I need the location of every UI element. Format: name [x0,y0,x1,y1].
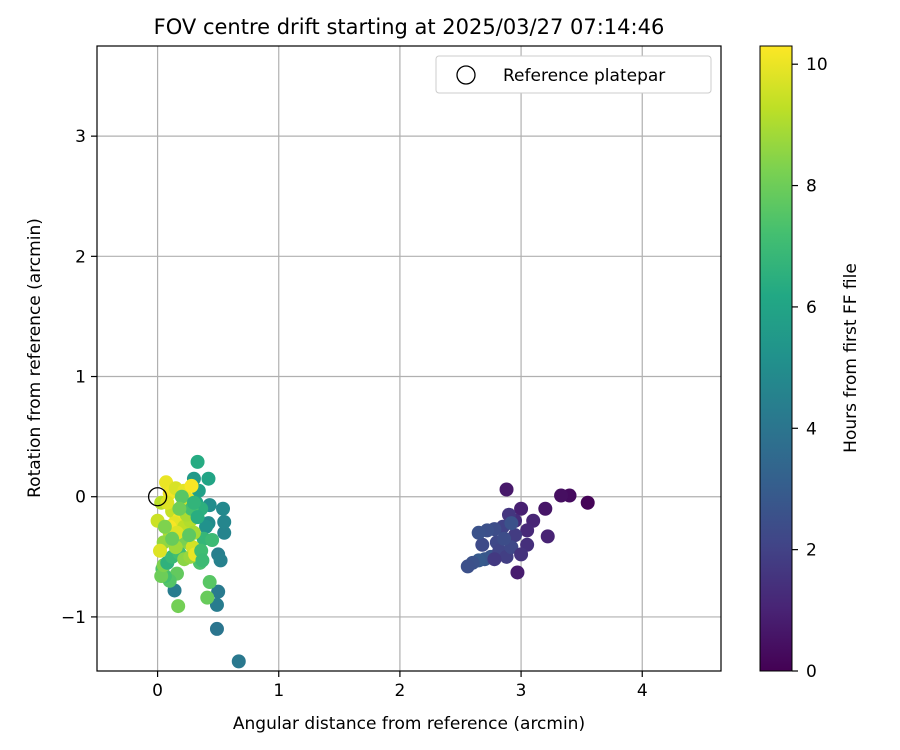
scatter-point [514,547,529,562]
colorbar-gradient [759,45,793,672]
colorbar-tick-label: 2 [806,541,817,561]
scatter-point [165,531,180,546]
x-tick-label: 4 [637,681,648,701]
legend-box [435,55,712,94]
legend-label: Reference platepar [503,66,665,86]
y-tick-label: 1 [75,368,86,388]
scatter-point [171,599,186,614]
scatter-point [205,532,220,547]
scatter-point [231,654,246,669]
scatter-point [460,559,475,574]
scatter-points [150,454,595,669]
plot-frame [96,45,722,672]
scatter-point [182,528,197,543]
scatter-point [209,621,224,636]
scatter-point [487,552,502,567]
scatter-point [160,495,175,510]
grid-lines [97,46,721,671]
scatter-point [510,565,525,580]
scatter-point [216,501,231,516]
x-tick-label: 1 [273,681,284,701]
scatter-point [201,471,216,486]
scatter-point [200,590,215,605]
scatter-point [172,501,187,516]
colorbar-label: Hours from first FF file [841,263,861,453]
colorbar-tick-label: 8 [806,177,817,197]
y-axis-ticks: −1 0 1 2 3 [61,127,97,628]
colorbar: 0 2 4 6 8 10 Hours from first FF file [759,45,861,682]
colorbar-tick-label: 0 [806,662,817,682]
scatter-point [213,553,228,568]
scatter-point [540,529,555,544]
scatter-point [209,597,224,612]
scatter-point [199,519,214,534]
scatter-point [554,488,569,503]
scatter-point [217,514,232,529]
scatter-point [195,553,210,568]
chart-title: FOV centre drift starting at 2025/03/27 … [154,15,665,39]
scatter-point [538,501,553,516]
scatter-point [475,537,490,552]
scatter-point [504,516,519,531]
scatter-point [508,528,523,543]
x-tick-label: 0 [152,681,163,701]
colorbar-tick-label: 6 [806,298,817,318]
scatter-point [499,482,514,497]
scatter-point [154,569,169,584]
scatter-point [580,495,595,510]
colorbar-ticks: 0 2 4 6 8 10 [792,55,828,682]
y-tick-label: 2 [75,247,86,267]
scatter-point [153,543,168,558]
x-axis-label: Angular distance from reference (arcmin) [233,714,585,734]
scatter-point [217,525,232,540]
y-tick-label: 0 [75,488,86,508]
scatter-point [514,501,529,516]
scatter-point [184,478,199,493]
scatter-point [202,575,217,590]
reference-marker-layer [147,487,168,507]
scatter-point [211,584,226,599]
colorbar-tick-label: 4 [806,419,817,439]
scatter-point [157,519,172,534]
legend: Reference platepar [435,55,712,94]
y-axis-label: Rotation from reference (arcmin) [25,218,45,498]
scatter-point [186,495,201,510]
legend-marker-open-circle [456,65,476,85]
scatter-point [190,454,205,469]
x-tick-label: 2 [394,681,405,701]
colorbar-tick-label: 10 [806,55,828,75]
scatter-point [497,531,512,546]
scatter-point [471,525,486,540]
scatter-point [520,523,535,538]
reference-platepar-marker [147,487,168,507]
x-axis-ticks: 0 1 2 3 4 [152,671,648,701]
y-tick-label: 3 [75,127,86,147]
x-tick-label: 3 [516,681,527,701]
y-tick-label: −1 [61,608,86,628]
scatter-point [174,489,189,504]
scatter-point [190,510,205,525]
